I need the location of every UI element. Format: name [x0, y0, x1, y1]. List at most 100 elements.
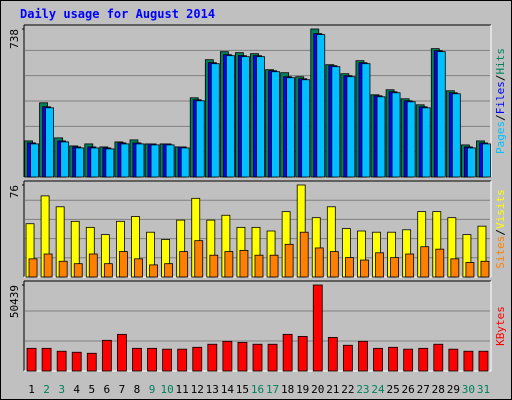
bar — [26, 347, 37, 372]
legend: Sites/Visits — [494, 189, 507, 269]
bar — [346, 76, 356, 178]
bar — [331, 66, 341, 178]
bar — [436, 51, 446, 178]
bar — [316, 34, 326, 178]
x-tick-label: 7 — [119, 383, 126, 396]
bar — [252, 343, 263, 372]
bar — [75, 147, 85, 178]
bar — [105, 148, 115, 178]
bar — [132, 347, 142, 372]
bar — [147, 347, 157, 372]
bar — [177, 348, 188, 372]
bar — [222, 340, 233, 372]
legend: KBytes — [494, 306, 507, 346]
bar — [344, 257, 354, 278]
bar — [433, 343, 444, 372]
legend-entry: Pages — [494, 121, 507, 154]
bar — [56, 350, 67, 372]
bar — [164, 263, 174, 278]
x-tick-label: 2 — [43, 383, 50, 396]
bar — [225, 55, 235, 178]
bar — [135, 143, 145, 178]
bar — [30, 143, 39, 178]
x-tick-label: 23 — [356, 383, 369, 396]
x-tick-label: 22 — [341, 383, 354, 396]
bar — [239, 249, 249, 278]
bar — [241, 56, 250, 178]
bar — [390, 257, 399, 278]
x-tick-label: 26 — [402, 383, 415, 396]
bar — [119, 251, 128, 278]
bar — [451, 93, 461, 178]
bar — [418, 347, 429, 372]
bar — [88, 253, 98, 278]
bar — [41, 347, 52, 372]
x-tick-label: 15 — [236, 383, 249, 396]
bar — [71, 351, 82, 372]
legend-separator: / — [494, 114, 507, 121]
bar — [134, 258, 143, 278]
x-tick-label: 3 — [58, 383, 65, 396]
bar — [282, 333, 293, 372]
x-tick-label: 19 — [296, 383, 309, 396]
x-tick-label: 24 — [371, 383, 385, 396]
legend-entry: KBytes — [494, 306, 507, 346]
x-tick-label: 1 — [28, 383, 35, 396]
x-tick-label: 12 — [191, 383, 204, 396]
bar — [420, 246, 430, 278]
x-tick-label: 16 — [251, 383, 264, 396]
bar — [435, 248, 445, 278]
x-tick-label: 13 — [206, 383, 219, 396]
bar — [421, 107, 431, 178]
bar — [342, 344, 353, 372]
bar — [117, 333, 127, 372]
bar — [45, 107, 54, 178]
bar — [195, 100, 205, 178]
bar — [403, 348, 414, 372]
bar — [162, 348, 173, 372]
bar — [180, 147, 190, 178]
bar — [90, 147, 100, 178]
bar — [376, 96, 386, 178]
bar — [120, 143, 130, 178]
bar — [406, 101, 416, 178]
bar — [101, 339, 112, 372]
bar — [150, 144, 160, 178]
bar — [192, 346, 203, 372]
x-tick-label: 14 — [221, 383, 235, 396]
x-tick-label: 18 — [281, 383, 294, 396]
bar — [207, 343, 218, 372]
bar — [361, 63, 371, 178]
legend-entry: Files — [494, 81, 507, 114]
bar — [267, 343, 278, 372]
bar — [450, 258, 460, 278]
x-tick-label: 29 — [447, 383, 460, 396]
x-tick-label: 28 — [432, 383, 445, 396]
bar — [58, 260, 68, 278]
legend-separator: / — [494, 229, 507, 236]
x-tick-label: 27 — [417, 383, 430, 396]
bar — [405, 253, 415, 278]
bar — [210, 63, 220, 178]
x-tick-label: 20 — [311, 383, 324, 396]
bar — [149, 264, 158, 278]
bar — [373, 347, 383, 372]
bar — [86, 352, 97, 372]
bar — [60, 141, 70, 178]
bar — [327, 337, 338, 372]
bar — [194, 240, 204, 278]
bar — [103, 263, 113, 278]
bar — [269, 254, 279, 278]
bar — [314, 247, 324, 278]
x-tick-label: 10 — [160, 383, 173, 396]
y-tick-label: 50439 — [8, 285, 21, 318]
bar — [388, 346, 398, 372]
x-tick-label: 5 — [88, 383, 95, 396]
bar — [465, 262, 475, 278]
bar — [254, 254, 264, 278]
bar — [237, 341, 248, 372]
x-tick-label: 17 — [266, 383, 279, 396]
legend: Pages/Files/Hits — [494, 48, 507, 154]
